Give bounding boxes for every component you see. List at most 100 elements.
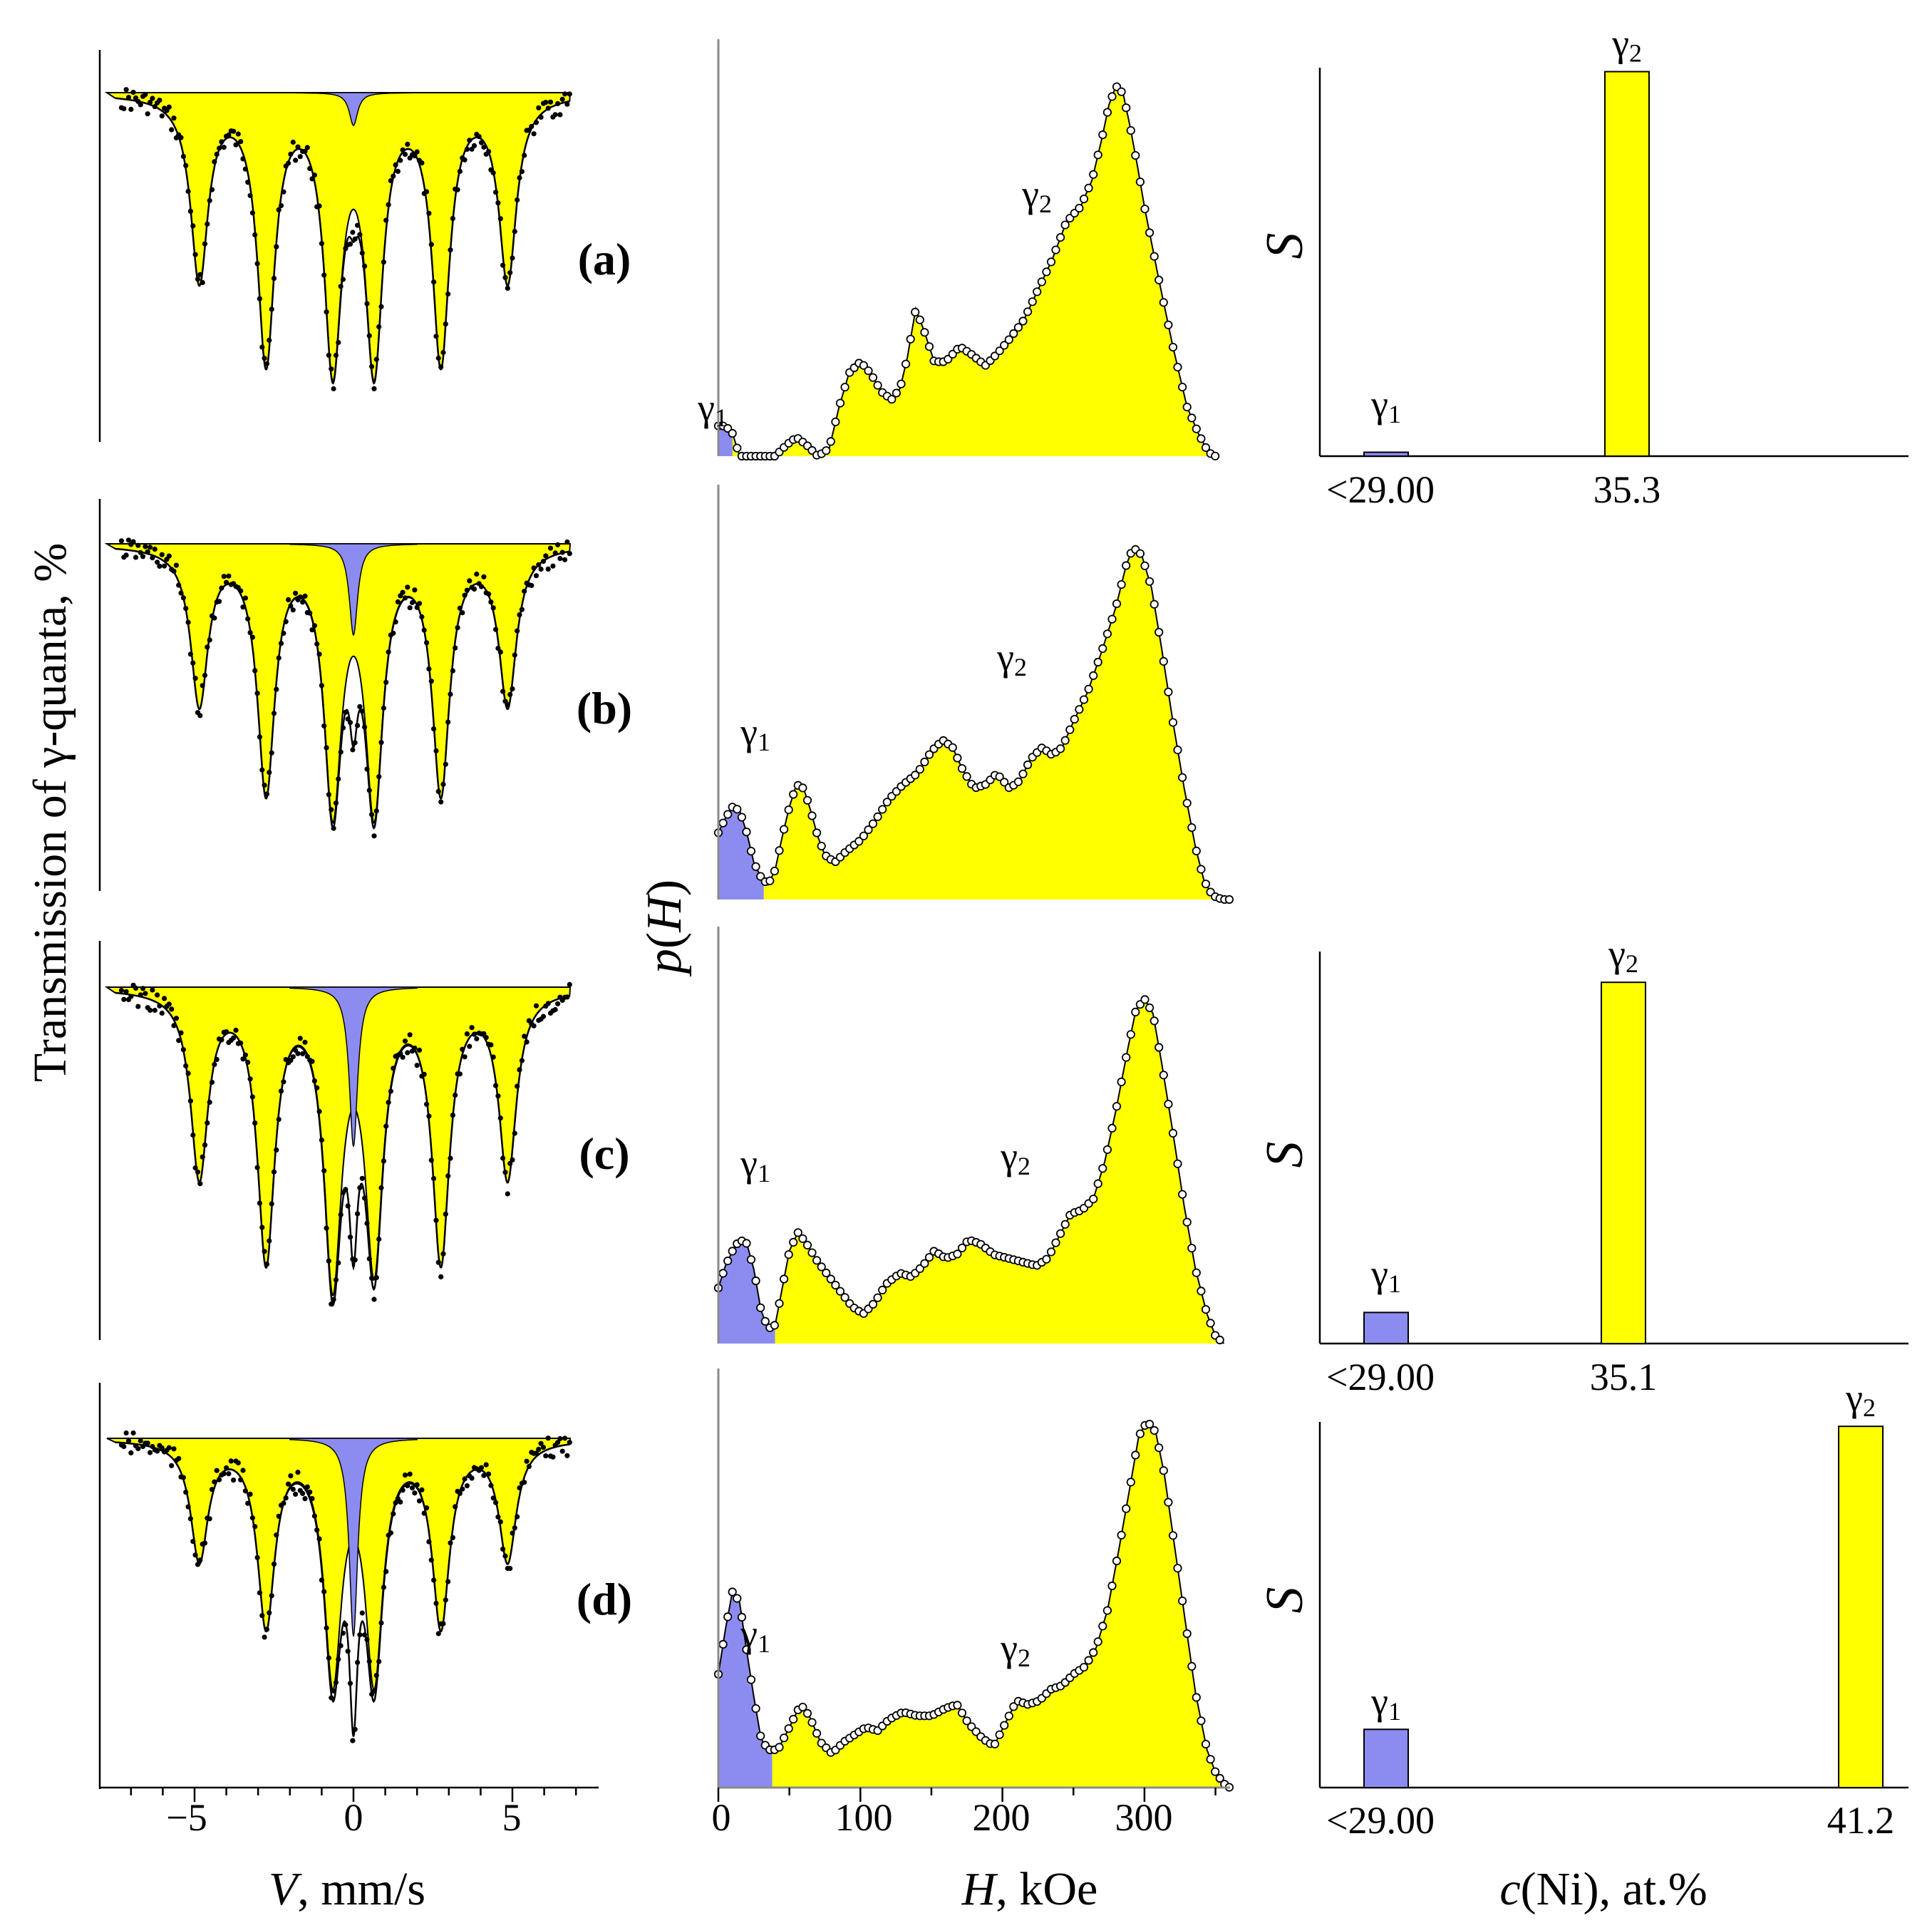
distribution-point bbox=[1009, 1702, 1018, 1711]
data-point bbox=[249, 634, 255, 640]
data-point bbox=[483, 1462, 489, 1468]
distribution-point bbox=[1135, 1429, 1145, 1438]
spectra-x-tick-label: −5 bbox=[166, 1796, 207, 1839]
data-point bbox=[440, 349, 446, 356]
distribution-point bbox=[1150, 252, 1159, 261]
distribution-point bbox=[1201, 1305, 1211, 1314]
data-point bbox=[247, 1491, 253, 1497]
distribution-point bbox=[1102, 1145, 1112, 1155]
data-point bbox=[405, 584, 410, 590]
data-point bbox=[357, 1632, 363, 1638]
distribution-point bbox=[770, 867, 780, 876]
mossbauer-spectra-column: (a) (b) (c) (d) bbox=[98, 50, 632, 1802]
distribution-point bbox=[878, 805, 887, 814]
bar-gamma1-label: γ1 bbox=[1370, 1680, 1401, 1726]
data-point bbox=[276, 207, 281, 212]
data-point bbox=[500, 262, 506, 268]
distribution-point bbox=[831, 1281, 840, 1290]
bar-category-label: 41.2 bbox=[1827, 1799, 1895, 1842]
data-point bbox=[559, 96, 565, 102]
data-point bbox=[224, 579, 229, 585]
gamma1-area bbox=[718, 807, 764, 899]
data-point bbox=[316, 1108, 322, 1114]
distribution-point bbox=[1159, 1071, 1168, 1080]
panel-label: (c) bbox=[579, 1128, 629, 1179]
data-point bbox=[443, 761, 448, 767]
data-point bbox=[316, 651, 322, 657]
data-point bbox=[486, 591, 492, 597]
data-point bbox=[490, 1495, 496, 1501]
data-point bbox=[281, 630, 286, 636]
data-point bbox=[200, 683, 205, 689]
distribution-point bbox=[1140, 995, 1150, 1004]
data-point bbox=[257, 1200, 262, 1206]
data-point bbox=[517, 175, 522, 181]
data-point bbox=[345, 1203, 351, 1209]
concentration-x-label: c(Ni), at.% bbox=[1499, 1863, 1707, 1915]
data-point bbox=[426, 210, 432, 216]
distribution-point bbox=[1150, 1016, 1159, 1026]
distribution-point bbox=[733, 1594, 742, 1603]
data-point bbox=[176, 582, 182, 588]
data-point bbox=[212, 1061, 217, 1067]
data-point bbox=[376, 1659, 382, 1664]
data-point bbox=[409, 599, 415, 606]
gamma2-label: γ2 bbox=[1000, 1626, 1030, 1672]
distribution-point bbox=[789, 1715, 798, 1724]
data-point bbox=[264, 1626, 270, 1632]
distribution-point bbox=[1070, 714, 1079, 724]
distribution-point bbox=[1093, 150, 1102, 160]
data-point bbox=[343, 1622, 348, 1628]
data-point bbox=[347, 720, 353, 726]
data-point bbox=[355, 723, 361, 728]
data-point bbox=[359, 708, 365, 714]
data-point bbox=[460, 1486, 465, 1492]
distribution-point bbox=[1197, 1287, 1206, 1296]
distribution-point bbox=[728, 1247, 737, 1256]
data-point bbox=[476, 134, 482, 140]
data-point bbox=[286, 597, 291, 603]
data-point bbox=[212, 159, 217, 165]
distribution-point bbox=[737, 813, 747, 822]
data-point bbox=[326, 1655, 331, 1661]
data-point bbox=[438, 1274, 444, 1279]
data-point bbox=[373, 1274, 379, 1281]
data-point bbox=[557, 556, 563, 562]
data-point bbox=[505, 701, 510, 708]
field-x-tick-label: 200 bbox=[973, 1796, 1030, 1839]
concentration-column: γ1 <29.00 γ2 35.3 γ1 <29.00 γ2 35.1 γ1 <29.00 γ2 41… bbox=[1318, 21, 1908, 1842]
distribution-point bbox=[765, 876, 775, 885]
bar-gamma1 bbox=[1363, 1728, 1409, 1789]
data-point bbox=[324, 309, 329, 315]
data-point bbox=[245, 180, 251, 185]
distribution-point bbox=[868, 373, 878, 382]
distribution-point bbox=[751, 862, 760, 871]
data-point bbox=[238, 1040, 244, 1046]
data-point bbox=[445, 1579, 451, 1584]
data-point bbox=[478, 1465, 485, 1470]
distribution-point bbox=[1107, 92, 1117, 101]
distribution-point bbox=[1168, 718, 1178, 727]
data-point bbox=[214, 151, 219, 157]
data-point bbox=[333, 352, 339, 359]
data-point bbox=[169, 127, 175, 133]
data-point bbox=[474, 571, 480, 577]
data-point bbox=[510, 1530, 515, 1536]
data-point bbox=[207, 637, 212, 643]
distribution-point bbox=[1131, 151, 1140, 160]
data-point bbox=[450, 1535, 456, 1540]
gamma1-area bbox=[718, 1239, 775, 1344]
distribution-point bbox=[1154, 275, 1164, 284]
distribution-point bbox=[746, 847, 756, 856]
distribution-point bbox=[826, 1274, 835, 1284]
distribution-point bbox=[770, 1321, 780, 1330]
data-point bbox=[431, 726, 437, 732]
panel-label: (a) bbox=[578, 234, 631, 284]
data-point bbox=[471, 143, 477, 148]
distribution-point bbox=[780, 1274, 789, 1284]
data-point bbox=[448, 1155, 453, 1161]
distribution-point bbox=[1159, 298, 1168, 307]
data-point bbox=[212, 1479, 217, 1485]
distribution-point bbox=[920, 1259, 929, 1268]
data-point bbox=[324, 1225, 329, 1231]
